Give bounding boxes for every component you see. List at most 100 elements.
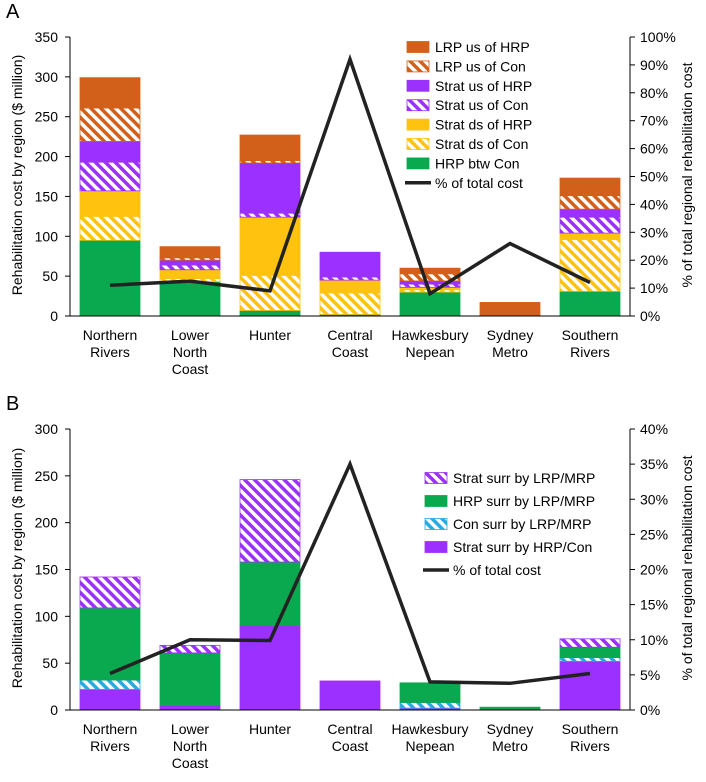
bar-strat-us-of-hrp xyxy=(79,141,141,163)
category-label: Northern Rivers xyxy=(83,327,137,360)
legend-swatch-strat-us-of-hrp xyxy=(406,79,430,92)
y2-tick-label: 25% xyxy=(640,526,668,542)
bar-strat-surr-by-hrp-con xyxy=(79,688,141,711)
legend-swatch-con-surr-by-lrp-mrp xyxy=(424,518,448,530)
category-label: Hunter xyxy=(249,327,291,343)
y-tick-label: 250 xyxy=(35,468,59,484)
legend-swatch-strat-ds-of-hrp xyxy=(406,118,430,131)
legend-label: Strat ds of Con xyxy=(435,136,528,152)
bar-lrp-us-of-hrp xyxy=(479,302,541,316)
category-label: Hawkesbury Nepean xyxy=(391,721,468,754)
bar-strat-us-of-con xyxy=(79,161,141,192)
category-label-line: Northern xyxy=(83,721,137,737)
panel-label: B xyxy=(6,393,19,415)
bar-hrp-btw-con xyxy=(239,310,301,317)
bar-strat-ds-of-con xyxy=(319,292,381,315)
bar-hrp-surr-by-lrp-mrp xyxy=(159,652,221,706)
bar-strat-us-of-con xyxy=(319,276,381,281)
bar-strat-ds-of-con xyxy=(239,274,301,311)
category-label: Southern Rivers xyxy=(562,721,619,754)
category-label-line: North xyxy=(173,344,207,360)
y2-tick-label: 10% xyxy=(640,632,668,648)
category-label-line: Rivers xyxy=(570,738,610,754)
category-label-line: Nepean xyxy=(405,344,454,360)
bar-strat-surr-by-hrp-con xyxy=(159,704,221,711)
bar-strat-surr-by-hrp-con xyxy=(559,660,621,711)
y2-axis-title: % of total regional rehabilitation cost xyxy=(679,455,695,680)
y-axis-title: Rehabilitation cost by region ($ million… xyxy=(9,55,25,295)
bar-strat-ds-of-con xyxy=(559,239,621,292)
bar-hrp-surr-by-lrp-mrp xyxy=(399,682,461,703)
bar-hrp-btw-con xyxy=(79,239,141,317)
y2-tick-label: 30% xyxy=(640,224,668,240)
y2-tick-label: 35% xyxy=(640,456,668,472)
y-tick-label: 50 xyxy=(42,655,58,671)
bar-lrp-us-of-hrp xyxy=(559,177,621,197)
bar-strat-us-of-hrp xyxy=(319,251,381,278)
panel-label: A xyxy=(6,1,20,23)
category-label-line: Lower xyxy=(171,327,209,343)
category-label: Sydney Metro xyxy=(487,721,534,754)
bar-strat-us-of-con xyxy=(159,264,221,271)
bar-strat-surr-by-lrp-mrp xyxy=(79,576,141,609)
y2-tick-label: 40% xyxy=(640,196,668,212)
category-label-line: Southern xyxy=(562,327,619,343)
category-label-line: Sydney xyxy=(487,327,534,343)
y2-tick-label: 20% xyxy=(640,562,668,578)
bar-lrp-us-of-hrp xyxy=(159,246,221,259)
y2-tick-label: 90% xyxy=(640,57,668,73)
bar-lrp-us-of-hrp xyxy=(79,77,141,109)
bar-lrp-us-of-con xyxy=(79,107,141,142)
legend-label: % of total cost xyxy=(435,175,523,191)
y2-tick-label: 70% xyxy=(640,113,668,129)
y-tick-label: 300 xyxy=(35,421,59,437)
legend-label: LRP us of HRP xyxy=(435,39,530,55)
bar-strat-ds-of-hrp xyxy=(559,232,621,240)
category-label-line: Central xyxy=(327,721,372,737)
y-tick-label: 200 xyxy=(35,149,59,165)
y-axis-title: Rehabilitation cost by region ($ million… xyxy=(9,448,25,688)
y2-tick-label: 30% xyxy=(640,491,668,507)
category-label: Northern Rivers xyxy=(83,721,137,754)
bar-strat-ds-of-con xyxy=(79,215,141,241)
category-label: Sydney Metro xyxy=(487,327,534,360)
bar-lrp-us-of-con xyxy=(559,195,621,210)
bar-lrp-us-of-hrp xyxy=(399,267,461,275)
y-tick-label: 350 xyxy=(35,29,59,45)
legend-swatch-strat-surr-by-lrp-mrp xyxy=(424,472,448,484)
legend-swatch-hrp-btw-con xyxy=(406,157,430,170)
category-label-line: Rivers xyxy=(570,344,610,360)
bar-strat-us-of-con xyxy=(239,212,301,218)
legend-label: Strat ds of HRP xyxy=(435,117,532,133)
legend-swatch-strat-us-of-con xyxy=(406,99,430,112)
category-label-line: Nepean xyxy=(405,738,454,754)
legend-label: Con surr by LRP/MRP xyxy=(453,516,591,532)
category-label-line: Coast xyxy=(332,738,369,754)
legend-label: Strat surr by HRP/Con xyxy=(453,539,592,555)
category-label-line: Rivers xyxy=(90,344,130,360)
bar-strat-ds-of-hrp xyxy=(319,279,381,294)
y2-tick-label: 60% xyxy=(640,141,668,157)
y-tick-label: 250 xyxy=(35,109,59,125)
category-label-line: Coast xyxy=(172,361,209,377)
bar-con-surr-by-lrp-mrp xyxy=(399,702,461,709)
bar-strat-us-of-hrp xyxy=(559,208,621,218)
category-label-line: Sydney xyxy=(487,721,534,737)
category-label-line: Hawkesbury xyxy=(391,327,468,343)
bar-strat-us-of-con xyxy=(399,283,461,288)
category-label-line: Hunter xyxy=(249,721,291,737)
y2-tick-label: 0% xyxy=(640,702,660,718)
y2-tick-label: 0% xyxy=(640,308,660,324)
category-label: Central Coast xyxy=(327,327,372,360)
legend-label: Strat surr by LRP/MRP xyxy=(453,470,595,486)
y-tick-label: 0 xyxy=(50,702,58,718)
bar-hrp-surr-by-lrp-mrp xyxy=(79,607,141,681)
y-tick-label: 150 xyxy=(35,188,59,204)
category-label: Hawkesbury Nepean xyxy=(391,327,468,360)
category-label-line: Coast xyxy=(332,344,369,360)
category-label-line: Coast xyxy=(172,755,209,771)
bar-con-surr-by-lrp-mrp xyxy=(559,657,621,662)
category-label-line: Northern xyxy=(83,327,137,343)
legend-swatch-hrp-surr-by-lrp-mrp xyxy=(424,495,448,507)
